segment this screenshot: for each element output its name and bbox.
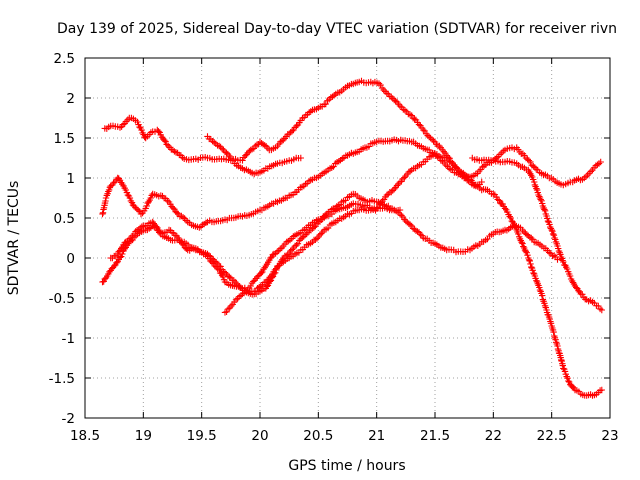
axis-ticks: 18.5 19 19.5 20 20.5 21 21.5 22 22.5 232.521.510.… xyxy=(49,51,619,444)
data-point-markers xyxy=(221,150,605,399)
series-track-e xyxy=(107,204,404,295)
grid xyxy=(85,58,610,418)
y-tick-label: 0 xyxy=(66,251,75,267)
x-tick-label: 19.5 xyxy=(187,428,217,444)
series-track-f xyxy=(221,150,605,399)
series-track-c xyxy=(99,136,604,231)
y-axis-title: SDTVAR / TECUs xyxy=(6,181,22,296)
x-tick-label: 22.5 xyxy=(537,428,567,444)
x-tick-label: 21.5 xyxy=(420,428,450,444)
x-axis-title: GPS time / hours xyxy=(288,458,405,474)
x-tick-label: 18.5 xyxy=(70,428,100,444)
y-tick-label: -1.5 xyxy=(49,371,75,387)
x-tick-label: 20.5 xyxy=(303,428,333,444)
x-tick-label: 22 xyxy=(485,428,502,444)
y-tick-label: 2.5 xyxy=(54,51,75,67)
series-track-g xyxy=(469,154,605,314)
y-tick-label: 1 xyxy=(66,171,75,187)
data-point-markers xyxy=(107,204,404,295)
y-tick-label: 2 xyxy=(66,91,75,107)
x-tick-label: 19 xyxy=(135,428,152,444)
y-tick-label: -1 xyxy=(62,331,75,347)
y-tick-label: 0.5 xyxy=(54,211,75,227)
y-tick-label: 1.5 xyxy=(54,131,75,147)
y-tick-label: -0.5 xyxy=(49,291,75,307)
data-point-markers xyxy=(469,154,605,314)
plot-frame xyxy=(84,57,611,419)
chart-title: Day 139 of 2025, Sidereal Day-to-day VTE… xyxy=(57,21,617,37)
x-tick-label: 23 xyxy=(601,428,618,444)
data-point-markers xyxy=(99,136,604,231)
y-tick-label: -2 xyxy=(62,411,75,427)
x-tick-label: 21 xyxy=(368,428,385,444)
x-tick-label: 20 xyxy=(251,428,268,444)
data-markers xyxy=(99,77,605,399)
